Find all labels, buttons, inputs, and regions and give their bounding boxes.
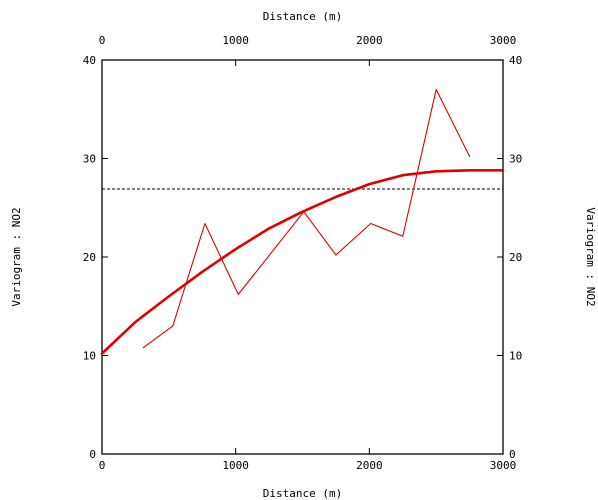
x-tick-label-top: 3000	[490, 34, 517, 47]
experimental-variogram-line	[142, 88, 471, 349]
y-tick-label-left: 20	[83, 251, 96, 264]
x-tick-label-top: 1000	[222, 34, 249, 47]
x-tick-label-top: 2000	[356, 34, 383, 47]
x-tick-label-bottom: 0	[99, 459, 106, 472]
y-axis-label-left: Variogram : NO2	[10, 207, 23, 306]
y-tick-label-left: 10	[83, 350, 96, 363]
x-tick-label-top: 0	[99, 34, 106, 47]
x-tick-label-bottom: 3000	[490, 459, 517, 472]
x-tick-label-bottom: 1000	[222, 459, 249, 472]
plot-frame	[101, 59, 504, 455]
x-axis-label-top: Distance (m)	[263, 10, 342, 23]
x-axis-label-bottom: Distance (m)	[263, 487, 342, 500]
y-tick-label-right: 10	[509, 350, 522, 363]
y-tick-label-right: 20	[509, 251, 522, 264]
y-tick-label-right: 0	[509, 448, 516, 461]
y-tick-label-right: 40	[509, 54, 522, 67]
y-axis-label-right: Variogram : NO2	[584, 207, 597, 306]
y-tick-label-left: 30	[83, 153, 96, 166]
y-tick-label-left: 40	[83, 54, 96, 67]
y-tick-label-right: 30	[509, 153, 522, 166]
x-tick-label-bottom: 2000	[356, 459, 383, 472]
y-tick-label-left: 0	[89, 448, 96, 461]
model-variogram-line	[100, 169, 505, 355]
